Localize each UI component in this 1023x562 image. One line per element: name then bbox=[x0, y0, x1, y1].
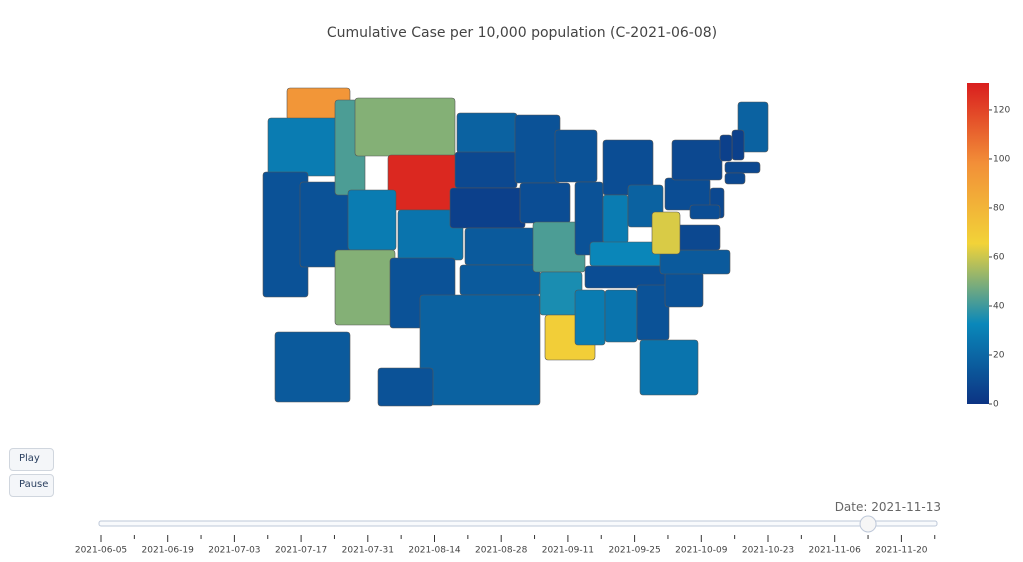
slider-tick-label: 2021-08-14 bbox=[408, 546, 461, 556]
colorbar-tick-label: 80 bbox=[993, 203, 1005, 213]
state bbox=[464, 227, 541, 266]
slider-tick-label: 2021-10-23 bbox=[742, 546, 794, 556]
slider-tick-label: 2021-07-17 bbox=[275, 546, 327, 556]
colorbar-tick-label: 40 bbox=[993, 301, 1005, 311]
state bbox=[514, 114, 561, 184]
colorbar-tick-label: 120 bbox=[993, 105, 1010, 115]
state bbox=[274, 331, 351, 403]
state bbox=[454, 151, 518, 189]
slider: 2021-06-05 2021-06-19 2021-07-03 2021-07-17… bbox=[75, 500, 941, 556]
slider-tick-label: 2021-11-06 bbox=[809, 546, 862, 556]
state bbox=[639, 339, 699, 396]
slider-tick-label: 2021-06-05 bbox=[75, 546, 127, 556]
colorbar-tick-label: 100 bbox=[993, 154, 1010, 164]
slider-handle[interactable] bbox=[859, 515, 877, 533]
slider-tick-label: 2021-08-28 bbox=[475, 546, 528, 556]
state bbox=[636, 284, 670, 341]
state bbox=[554, 129, 598, 183]
slider-current: Date: 2021-11-13 bbox=[835, 500, 941, 514]
state bbox=[719, 134, 733, 162]
pause-button[interactable]: Pause bbox=[9, 474, 54, 497]
state bbox=[419, 294, 541, 406]
slider-tick-label: 2021-07-03 bbox=[208, 546, 260, 556]
slider-value: 2021-11-13 bbox=[871, 500, 941, 514]
state bbox=[689, 204, 721, 220]
state bbox=[602, 194, 629, 244]
slider-tick-label: 2021-09-25 bbox=[608, 546, 660, 556]
colorbar-tick-label: 0 bbox=[993, 400, 999, 410]
colorbar: 0 20 40 60 80 100 120 bbox=[967, 83, 1010, 410]
play-button[interactable]: Play bbox=[9, 448, 54, 471]
colorbar-tick-label: 60 bbox=[993, 252, 1005, 262]
state bbox=[354, 97, 456, 157]
state bbox=[724, 161, 761, 174]
state bbox=[589, 241, 663, 267]
state bbox=[387, 154, 459, 211]
map bbox=[262, 87, 769, 407]
colorbar-fill bbox=[967, 83, 989, 404]
state bbox=[664, 271, 704, 308]
chart-title: Cumulative Case per 10,000 population (C… bbox=[327, 25, 717, 41]
slider-tick-label: 2021-07-31 bbox=[342, 546, 394, 556]
state bbox=[449, 187, 526, 229]
colorbar-tick-label: 20 bbox=[993, 350, 1005, 360]
state bbox=[731, 129, 745, 161]
state bbox=[377, 367, 434, 407]
state bbox=[347, 189, 397, 251]
state bbox=[604, 289, 638, 343]
state bbox=[334, 249, 396, 326]
state bbox=[724, 172, 746, 185]
slider-rail[interactable] bbox=[98, 520, 938, 527]
slider-tick-label: 2021-06-19 bbox=[142, 546, 195, 556]
slider-prefix: Date: bbox=[835, 500, 868, 514]
state bbox=[459, 264, 541, 296]
state bbox=[456, 112, 518, 154]
slider-tick-label: 2021-10-09 bbox=[675, 546, 728, 556]
slider-tick-label: 2021-11-20 bbox=[875, 546, 928, 556]
state bbox=[519, 182, 571, 224]
state bbox=[651, 211, 681, 255]
state bbox=[574, 289, 606, 346]
state bbox=[737, 101, 769, 153]
slider-tick-label: 2021-09-11 bbox=[542, 546, 594, 556]
state bbox=[671, 139, 723, 181]
